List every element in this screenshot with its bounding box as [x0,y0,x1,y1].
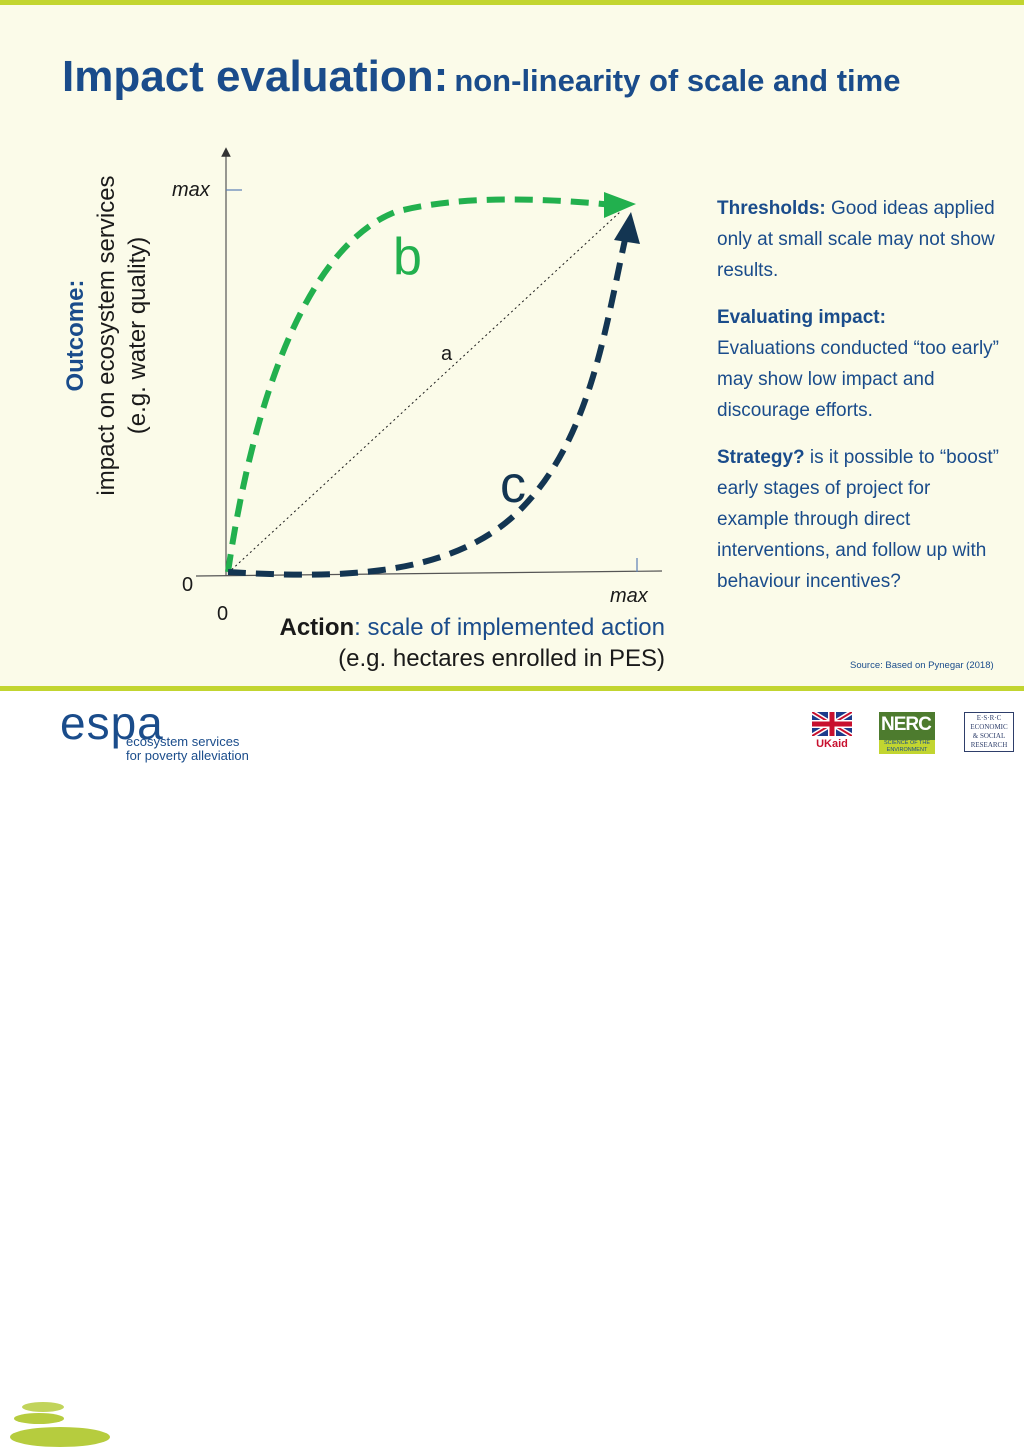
espa-tagline-1: ecosystem services [126,734,240,749]
esrc-line: ECONOMIC [970,723,1008,731]
slide-background [0,0,1024,686]
note-heading: Evaluating impact: [717,307,886,328]
title-main: Impact evaluation: [62,52,449,101]
espa-logo-blob [10,1427,110,1447]
x-axis-note: (e.g. hectares enrolled in PES) [338,645,665,672]
curve-a-line [227,211,621,574]
espa-tagline-2: for poverty alleviation [126,748,249,763]
esrc-line: & SOCIAL [972,732,1006,740]
x-axis-label: Action: scale of implemented action (e.g… [200,612,666,674]
x-zero-label: 0 [217,603,228,625]
curve-b-label: b [393,228,422,286]
note-text: is it possible to “boost” early stages o… [717,447,999,592]
bottom-accent-bar [0,686,1024,691]
note-evaluating: Evaluating impact: Evaluations conducted … [717,302,1002,426]
note-text: Good ideas applied only at small scale m… [717,198,995,281]
note-text: Evaluations conducted “too early” may sh… [717,338,999,421]
espa-logo-blob [14,1413,64,1424]
note-thresholds: Thresholds: Good ideas applied only at s… [717,193,1002,286]
diagram: max 0 0 max a b c [172,147,663,625]
ukaid-logo: UKaid [810,709,854,758]
nerc-wordmark: NERC [881,714,932,735]
title-sub: non-linearity of scale and time [454,63,901,98]
esrc-line: RESEARCH [970,741,1008,749]
y-max-label: max [172,179,211,201]
curve-a-label: a [441,343,453,365]
ukaid-text: UKaid [812,738,852,750]
sidebar-notes: Thresholds: Good ideas applied only at s… [717,193,1002,613]
ukaid-wordmark: UKaid [816,738,848,750]
page-title: Impact evaluation: non-linearity of scale… [62,52,900,102]
curve-b-line [225,196,615,573]
espa-logo-wordmark: espa [60,697,164,749]
espa-tagline: ecosystem services for poverty alleviati… [126,735,249,763]
note-strategy: Strategy? is it possible to “boost” earl… [717,442,1002,597]
note-heading: Thresholds: [717,198,826,219]
nerc-logo: NERC SCIENCE OF THE ENVIRONMENT [879,712,935,754]
x-max-label: max [610,585,649,607]
curve-c-label: c [500,456,526,514]
esrc-line: E·S·R·C [976,714,1002,722]
y-zero-label: 0 [182,574,193,596]
source-note: Source: Based on Pynegar (2018) [850,660,994,671]
nerc-tagline: SCIENCE OF THE ENVIRONMENT [879,740,935,754]
esrc-logo: E·S·R·C ECONOMIC & SOCIAL RESEARCH [964,712,1014,752]
x-axis-title: Action [279,614,355,641]
x-axis-rest: : scale of implemented action [354,614,665,641]
curve-c-arrowhead [614,212,640,244]
espa-logo-blob [22,1402,64,1412]
uk-flag-icon [810,709,854,739]
top-accent-bar [0,0,1024,5]
curve-c-line [227,234,629,578]
note-heading: Strategy? [717,447,805,468]
curve-b-arrowhead [604,192,636,218]
